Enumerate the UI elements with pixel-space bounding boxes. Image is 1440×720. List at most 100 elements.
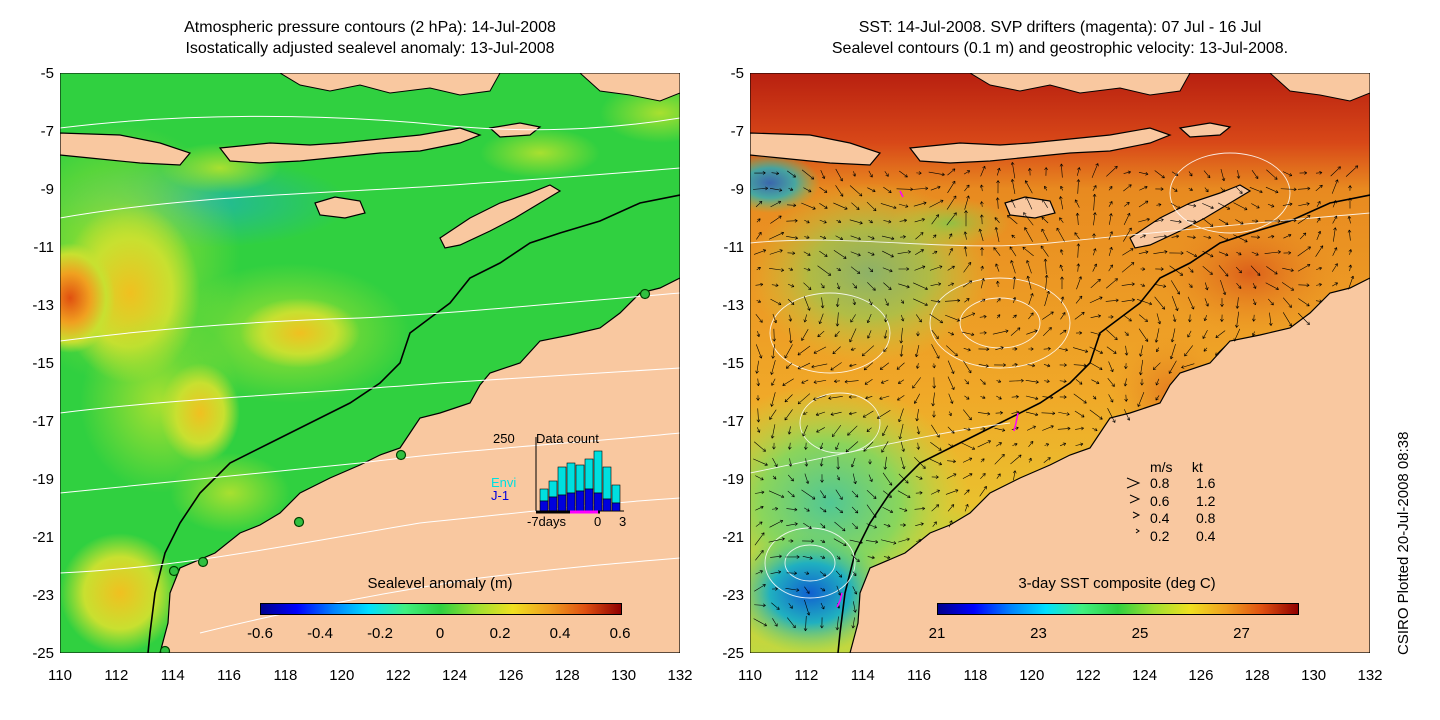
velocity-arrow	[852, 586, 858, 595]
velocity-arrow	[929, 458, 942, 466]
inset-bar-j1	[575, 490, 585, 512]
velocity-arrow	[1348, 185, 1352, 191]
velocity-arrow	[1026, 275, 1032, 290]
velocity-arrow	[979, 331, 987, 335]
velocity-arrow	[964, 489, 970, 495]
velocity-arrow	[1348, 264, 1353, 272]
velocity-arrow	[754, 603, 766, 608]
lat-label: -15	[722, 355, 744, 372]
velocity-arrow	[1059, 196, 1064, 210]
velocity-arrow	[803, 251, 811, 256]
lon-label: 132	[1357, 667, 1383, 684]
velocity-arrow	[1233, 202, 1248, 211]
velocity-arrow	[1040, 245, 1049, 257]
velocity-arrow	[1011, 234, 1016, 239]
velocity-arrow	[1028, 457, 1032, 463]
right-title: SST: 14-Jul-2008. SVP drifters (magenta)…	[750, 17, 1370, 59]
velocity-arrow	[1331, 263, 1338, 272]
velocity-arrow	[900, 441, 905, 452]
velocity-arrow	[996, 180, 1000, 194]
left-colorbar	[260, 603, 622, 615]
velocity-arrow	[947, 360, 955, 374]
velocity-arrow	[915, 475, 923, 480]
left-colorbar-tick: 0.2	[489, 625, 511, 642]
inset-bar-envi	[593, 450, 603, 494]
velocity-arrow	[1007, 214, 1018, 225]
shelf-break-contour-right	[837, 194, 1370, 653]
lon-label: 112	[794, 667, 819, 684]
velocity-arrow	[1172, 187, 1178, 192]
velocity-arrow	[1010, 162, 1016, 179]
inset-ymax-label: 250	[493, 431, 515, 446]
velocity-arrow	[1012, 363, 1018, 367]
velocity-key-kt: 1.6	[1196, 475, 1216, 491]
velocity-arrow	[755, 475, 764, 481]
velocity-arrow	[996, 395, 1002, 400]
velocity-arrow	[897, 379, 905, 384]
velocity-arrow	[994, 454, 1005, 465]
velocity-arrow	[813, 395, 827, 401]
velocity-arrow	[1060, 276, 1064, 290]
lat-label: -19	[32, 471, 54, 488]
velocity-arrow	[753, 618, 767, 627]
velocity-arrow	[1202, 217, 1214, 227]
velocity-arrow	[1138, 217, 1150, 223]
velocity-arrow	[852, 298, 857, 306]
velocity-arrow	[868, 267, 874, 273]
velocity-arrow	[820, 474, 824, 483]
velocity-arrow	[1108, 394, 1114, 403]
velocity-key-kt: 0.8	[1196, 510, 1216, 526]
velocity-arrow	[803, 314, 807, 323]
velocity-key-kt: 1.2	[1196, 492, 1216, 509]
velocity-arrow	[1297, 186, 1311, 191]
lon-label: 120	[329, 667, 355, 684]
velocity-arrow	[1108, 201, 1113, 207]
velocity-arrow	[1348, 275, 1355, 290]
velocity-arrow	[819, 235, 827, 240]
velocity-arrow	[900, 314, 905, 322]
velocity-arrow	[1059, 442, 1067, 447]
velocity-arrow	[849, 185, 863, 197]
velocity-arrow	[1298, 298, 1310, 307]
velocity-arrow	[1124, 363, 1128, 370]
velocity-arrow	[1074, 199, 1080, 208]
velocity-arrow	[930, 299, 941, 304]
velocity-arrow	[1059, 217, 1064, 223]
velocity-arrow	[948, 411, 952, 417]
velocity-arrow	[868, 219, 873, 224]
lat-label: -9	[730, 181, 744, 198]
lon-label: 132	[667, 667, 693, 684]
velocity-arrow	[1075, 442, 1084, 447]
lon-label: 128	[1244, 667, 1270, 684]
velocity-arrow	[1298, 312, 1310, 326]
inset-bar-envi	[575, 464, 585, 492]
velocity-arrow	[1076, 276, 1082, 290]
lon-label: 118	[963, 667, 988, 684]
velocity-arrow	[1171, 171, 1179, 176]
velocity-arrow	[1154, 328, 1160, 343]
velocity-arrow	[1153, 234, 1167, 239]
velocity-arrow	[863, 362, 874, 371]
velocity-arrow	[995, 263, 1000, 272]
velocity-arrow	[883, 186, 892, 194]
left-colorbar-tick: 0	[435, 625, 445, 642]
velocity-arrow	[1139, 359, 1144, 376]
velocity-arrow	[1215, 345, 1226, 356]
velocity-arrow	[850, 314, 856, 323]
velocity-arrow	[883, 523, 891, 528]
velocity-arrow	[882, 472, 893, 486]
velocity-arrow	[1218, 234, 1229, 241]
velocity-arrow	[755, 521, 763, 527]
velocity-arrow	[980, 165, 986, 177]
lat-label: -9	[40, 181, 54, 198]
velocity-arrow	[785, 588, 800, 592]
velocity-arrow	[930, 185, 941, 191]
velocity-arrow	[865, 540, 879, 544]
velocity-arrow	[884, 298, 889, 306]
velocity-arrow	[819, 219, 827, 224]
right-colorbar-tick: 21	[928, 625, 946, 642]
right-title-line1: SST: 14-Jul-2008. SVP drifters (magenta)…	[858, 19, 1262, 36]
velocity-arrow	[1074, 232, 1080, 240]
velocity-arrow	[1024, 180, 1033, 194]
